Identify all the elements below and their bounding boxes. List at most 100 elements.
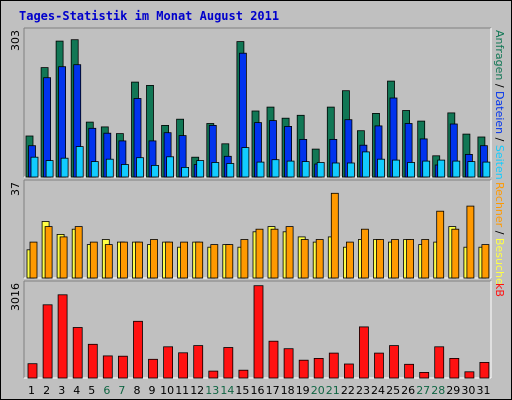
bar-rechner-day-16 [255,228,264,279]
bar-kb-day-24 [374,352,384,379]
bar-kb-day-12 [193,345,204,379]
legend-bottom: kB [493,283,506,297]
bar-seiten-day-2 [45,160,54,178]
bar-seiten-day-10 [166,156,175,178]
bar-kb-day-19 [298,359,309,379]
y-max-label-middle: 37 [9,182,22,196]
legend-label: / [493,134,506,141]
x-label-day-22: 22 [341,384,355,397]
legend-top: Anfragen / Dateien / Seiten [493,30,506,180]
x-label-day-4: 4 [73,384,80,397]
bar-rechner-day-23 [360,228,369,279]
bar-kb-day-18 [283,348,294,379]
bar-seiten-day-21 [331,162,340,178]
bar-kb-day-9 [148,358,158,379]
bar-seiten-day-30 [467,161,476,178]
bar-seiten-day-12 [196,160,205,178]
x-label-day-17: 17 [266,384,280,397]
bar-rechner-day-31 [481,244,490,279]
bar-rechner-day-9 [150,239,158,279]
bar-kb-day-6 [102,355,113,379]
legend-label: / [493,227,506,234]
bar-kb-day-27 [419,371,430,379]
bar-rechner-day-28 [436,210,445,279]
bar-seiten-day-15 [241,147,250,178]
bar-kb-day-4 [72,327,83,379]
bar-seiten-day-4 [75,146,84,178]
bar-kb-day-22 [343,363,354,379]
x-label-day-10: 10 [160,384,174,397]
x-label-day-26: 26 [401,384,415,397]
bar-rechner-day-15 [240,239,249,279]
bar-seiten-day-25 [392,159,400,178]
legend-label: kB [493,283,506,297]
x-label-day-31: 31 [477,384,491,397]
x-label-day-6: 6 [103,384,110,397]
bar-rechner-day-27 [421,239,430,279]
bar-kb-day-28 [434,346,445,379]
bar-rechner-day-14 [225,244,234,279]
bar-kb-day-16 [253,285,264,379]
bar-kb-day-3 [57,294,68,379]
legend-label: Rechner [493,182,506,228]
bar-seiten-day-22 [346,162,355,178]
bar-rechner-day-30 [466,205,475,279]
bar-seiten-day-8 [136,157,144,178]
bar-kb-day-31 [479,361,490,379]
bar-rechner-day-21 [330,192,339,279]
bar-kb-day-1 [27,363,38,379]
bar-rechner-day-24 [376,239,384,279]
bar-rechner-day-11 [180,241,189,279]
bar-kb-day-20 [313,357,324,379]
bar-seiten-day-9 [151,164,159,178]
bar-kb-day-10 [163,346,174,379]
bar-seiten-day-7 [121,164,129,178]
x-label-day-20: 20 [311,384,325,397]
x-label-day-23: 23 [356,384,370,397]
bar-seiten-day-6 [105,158,114,178]
bar-rechner-day-5 [89,241,98,279]
bar-seiten-day-27 [422,160,431,178]
bar-kb-day-21 [328,352,339,379]
bar-seiten-day-20 [316,162,325,178]
x-label-day-2: 2 [43,384,50,397]
bar-kb-day-14 [223,347,234,379]
legend-label: Seiten [493,141,506,179]
x-label-day-7: 7 [118,384,125,397]
x-label-day-5: 5 [88,384,95,397]
x-label-day-8: 8 [134,384,141,397]
bar-rechner-day-20 [315,239,324,279]
bar-rechner-day-6 [104,244,113,279]
bar-seiten-day-29 [452,160,461,178]
x-label-day-1: 1 [28,384,35,397]
bar-rechner-day-22 [345,241,354,279]
legend-label: Besuche [493,234,506,285]
bar-rechner-day-25 [391,239,399,279]
legend-middle: Rechner / Besuche [493,182,506,285]
x-label-day-14: 14 [220,384,234,397]
bar-kb-day-11 [178,352,189,379]
bar-rechner-day-7 [120,241,128,279]
legend-label: Dateien [493,88,506,135]
x-label-day-30: 30 [461,384,475,397]
bar-seiten-day-3 [60,157,69,178]
bar-kb-day-5 [87,343,98,379]
bar-kb-day-29 [449,357,460,379]
bar-rechner-day-18 [285,226,294,279]
bar-kb-day-25 [389,345,399,379]
bar-rechner-day-3 [59,236,68,279]
x-label-day-16: 16 [251,384,265,397]
bar-rechner-day-2 [44,226,53,279]
legend-label: Anfragen [493,30,506,80]
x-label-day-27: 27 [416,384,430,397]
x-label-day-25: 25 [386,384,400,397]
x-label-day-9: 9 [149,384,156,397]
bar-seiten-day-17 [271,159,280,178]
bar-seiten-day-11 [181,166,190,178]
bar-kb-day-8 [133,320,143,379]
legend-label: / [493,80,506,87]
x-label-day-11: 11 [175,384,189,397]
bar-rechner-day-13 [210,244,219,279]
x-label-day-24: 24 [371,384,385,397]
bar-kb-day-2 [42,304,53,379]
